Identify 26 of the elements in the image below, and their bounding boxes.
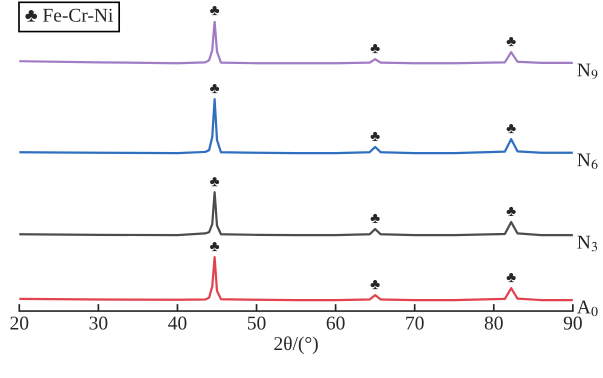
series-label: N$_{6}$ [577,153,598,169]
annotation: ♣ [506,37,516,46]
annotation: ♣ Fe-Cr-Ni [25,8,113,22]
annotation: ♣ [210,242,220,252]
x-tick-label: 20 [10,316,28,330]
annotation: ♣ [370,132,380,141]
annotation: ♣ [370,44,380,54]
annotation: ♣ [506,273,516,282]
x-tick-label: 80 [484,316,503,330]
annotation: ♣ [370,214,380,224]
annotation: ♣ [506,124,516,134]
annotation: ♣ [210,84,220,94]
x-tick-label: 40 [168,316,186,330]
series-label: N$_{9}$ [577,64,598,80]
series-label: N$_{3}$ [577,236,598,252]
x-tick-label: 50 [248,316,266,330]
x-tick-label: 70 [406,316,424,330]
x-axis-title: 2θ/(°) [274,336,318,354]
annotation: ♣ [210,177,220,186]
x-tick-label: 60 [326,316,345,330]
x-tick-label: 30 [90,316,108,330]
x-tick-label: 90 [564,316,582,330]
annotation: ♣ [370,280,380,290]
annotation: ♣ [506,206,516,216]
annotation: ♣ [210,6,220,16]
series-label: A$_{0}$ [576,300,598,316]
